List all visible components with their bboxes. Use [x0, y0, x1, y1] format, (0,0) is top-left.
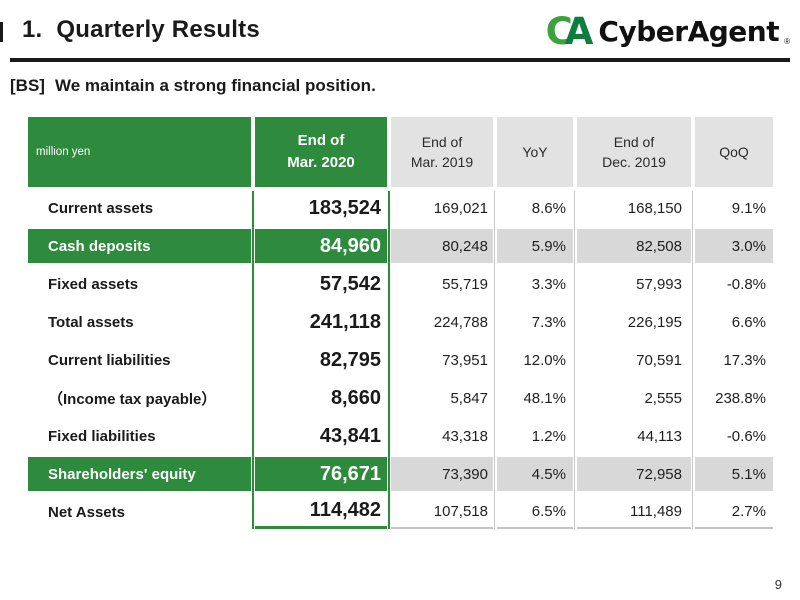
value-end-of-mar-2020: 82,795	[255, 343, 387, 377]
company-logo: CA CyberAgent ®	[546, 13, 790, 50]
table-row: Current liabilities 82,795 73,951 12.0% …	[28, 343, 773, 377]
table-row: Fixed assets 57,542 55,719 3.3% 57,993 -…	[28, 267, 773, 301]
logo-wordmark: CyberAgent	[598, 15, 780, 48]
header-end-of-mar-2019: End of Mar. 2019	[391, 117, 493, 187]
value-end-of-mar-2020: 183,524	[255, 191, 387, 225]
value-yoy: 3.3%	[497, 267, 573, 301]
row-label: Fixed liabilities	[28, 419, 251, 453]
row-label: Current liabilities	[28, 343, 251, 377]
table-row: Total assets 241,118 224,788 7.3% 226,19…	[28, 305, 773, 339]
value-end-of-mar-2020: 57,542	[255, 267, 387, 301]
title-underline	[10, 58, 790, 62]
value-yoy: 48.1%	[497, 381, 573, 415]
header-yoy: YoY	[497, 117, 573, 187]
value-yoy: 8.6%	[497, 191, 573, 225]
page-number: 9	[774, 577, 782, 592]
value-end-of-dec-2019: 72,958	[577, 457, 691, 491]
row-label: Current assets	[28, 191, 251, 225]
value-qoq: 9.1%	[695, 191, 773, 225]
value-qoq: 6.6%	[695, 305, 773, 339]
page-title-text: Quarterly Results	[56, 16, 260, 43]
value-yoy: 5.9%	[497, 229, 573, 263]
table-body: Current assets 183,524 169,021 8.6% 168,…	[28, 191, 773, 529]
value-end-of-mar-2019: 73,951	[391, 343, 493, 377]
value-yoy: 1.2%	[497, 419, 573, 453]
value-end-of-mar-2019: 107,518	[391, 495, 493, 529]
table-row: Current assets 183,524 169,021 8.6% 168,…	[28, 191, 773, 225]
header-unit-label: million yen	[28, 117, 251, 187]
value-end-of-mar-2019: 55,719	[391, 267, 493, 301]
table-header-row: million yen End of Mar. 2020 End of Mar.…	[28, 117, 773, 187]
header-qoq: QoQ	[695, 117, 773, 187]
page-title-number: 1.	[22, 16, 43, 43]
column-separator-gray-2	[574, 191, 575, 529]
value-end-of-dec-2019: 70,591	[577, 343, 691, 377]
value-qoq: 3.0%	[695, 229, 773, 263]
value-end-of-mar-2019: 224,788	[391, 305, 493, 339]
value-yoy: 4.5%	[497, 457, 573, 491]
value-qoq: 17.3%	[695, 343, 773, 377]
table-row: （Income tax payable） 8,660 5,847 48.1% 2…	[28, 381, 773, 415]
value-end-of-mar-2020: 76,671	[255, 457, 387, 491]
value-qoq: 2.7%	[695, 495, 773, 529]
value-end-of-dec-2019: 57,993	[577, 267, 691, 301]
subtitle-text: We maintain a strong financial position.	[54, 76, 376, 95]
row-label: Total assets	[28, 305, 251, 339]
value-yoy: 6.5%	[497, 495, 573, 529]
value-end-of-dec-2019: 44,113	[577, 419, 691, 453]
page-title: 1. Quarterly Results	[22, 16, 260, 44]
value-end-of-dec-2019: 226,195	[577, 305, 691, 339]
value-qoq: 5.1%	[695, 457, 773, 491]
value-end-of-mar-2019: 169,021	[391, 191, 493, 225]
value-end-of-mar-2019: 80,248	[391, 229, 493, 263]
column-separator-green-right	[388, 191, 390, 529]
value-end-of-dec-2019: 168,150	[577, 191, 691, 225]
column-separator-green-left	[252, 191, 254, 529]
value-end-of-mar-2020: 84,960	[255, 229, 387, 263]
table-row: Net Assets 114,482 107,518 6.5% 111,489 …	[28, 495, 773, 529]
column-separator-gray-3	[692, 191, 693, 529]
table-row: Cash deposits 84,960 80,248 5.9% 82,508 …	[28, 229, 773, 263]
value-end-of-dec-2019: 111,489	[577, 495, 691, 529]
registered-trademark-icon: ®	[784, 37, 790, 46]
value-end-of-mar-2020: 241,118	[255, 305, 387, 339]
row-label: Net Assets	[28, 495, 251, 529]
value-end-of-dec-2019: 82,508	[577, 229, 691, 263]
value-yoy: 12.0%	[497, 343, 573, 377]
slide-subtitle: [BS] We maintain a strong financial posi…	[10, 76, 376, 96]
value-end-of-mar-2019: 43,318	[391, 419, 493, 453]
value-yoy: 7.3%	[497, 305, 573, 339]
left-edge-tick	[0, 22, 3, 42]
value-end-of-mar-2020: 8,660	[255, 381, 387, 415]
column-separator-gray-1	[494, 191, 495, 529]
row-label: Fixed assets	[28, 267, 251, 301]
row-label: Cash deposits	[28, 229, 251, 263]
value-end-of-dec-2019: 2,555	[577, 381, 691, 415]
value-qoq: -0.8%	[695, 267, 773, 301]
value-end-of-mar-2020: 43,841	[255, 419, 387, 453]
value-end-of-mar-2020: 114,482	[255, 495, 387, 529]
header-end-of-mar-2020: End of Mar. 2020	[255, 117, 387, 187]
balance-sheet-table: million yen End of Mar. 2020 End of Mar.…	[28, 117, 773, 529]
value-end-of-mar-2019: 5,847	[391, 381, 493, 415]
row-label: （Income tax payable）	[28, 381, 251, 415]
cyberagent-ca-mark-icon: CA	[545, 10, 594, 53]
table-row: Shareholders' equity 76,671 73,390 4.5% …	[28, 457, 773, 491]
row-label: Shareholders' equity	[28, 457, 251, 491]
value-qoq: 238.8%	[695, 381, 773, 415]
value-qoq: -0.6%	[695, 419, 773, 453]
value-end-of-mar-2019: 73,390	[391, 457, 493, 491]
header-end-of-dec-2019: End of Dec. 2019	[577, 117, 691, 187]
subtitle-tag: [BS]	[10, 76, 45, 95]
table-row: Fixed liabilities 43,841 43,318 1.2% 44,…	[28, 419, 773, 453]
